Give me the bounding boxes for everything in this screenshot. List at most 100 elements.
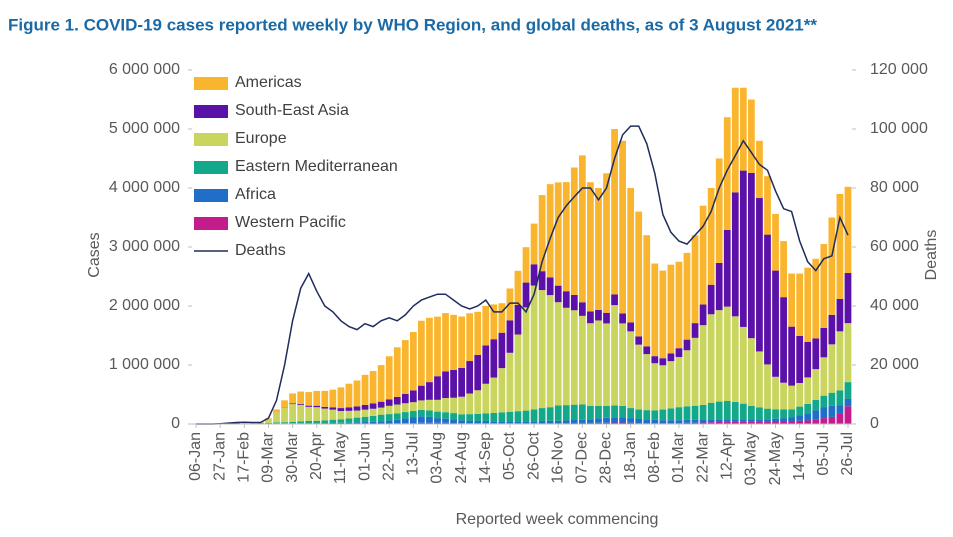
x-tick-label: 05-Oct xyxy=(501,431,518,480)
bar-segment xyxy=(474,420,482,424)
bar-segment xyxy=(627,422,635,424)
bar-segment xyxy=(353,380,361,407)
bar-segment xyxy=(731,419,739,422)
legend-swatch xyxy=(194,161,228,174)
bar-segment xyxy=(385,399,393,406)
bar-segment xyxy=(546,184,554,278)
bar-segment xyxy=(723,400,731,420)
bar-segment xyxy=(812,338,820,370)
bar-segment xyxy=(401,418,409,424)
bar-segment xyxy=(651,419,659,424)
bar-segment xyxy=(804,341,812,378)
bar-segment xyxy=(820,418,828,424)
bar-segment xyxy=(707,314,715,403)
bar-segment xyxy=(675,261,683,349)
y-tick-label: 2 000 000 xyxy=(109,297,180,314)
y2-tick-label: 20 000 xyxy=(870,356,919,373)
bar-segment xyxy=(699,205,707,305)
legend-label: Western Pacific xyxy=(235,214,346,231)
bar-segment xyxy=(377,401,385,408)
bar-segment xyxy=(748,99,755,173)
bar-segment xyxy=(482,345,490,384)
bar-segment xyxy=(723,306,731,401)
bar-segment xyxy=(812,369,820,400)
bar-segment xyxy=(627,418,635,423)
bar-segment xyxy=(361,409,369,417)
bar-segment xyxy=(353,417,361,423)
bar-segment xyxy=(820,327,828,358)
bar-segment xyxy=(764,364,771,409)
bar-segment xyxy=(418,400,425,410)
bar-segment xyxy=(498,421,506,424)
bar-segment xyxy=(434,411,441,419)
bar-segment xyxy=(627,331,635,409)
bar-segment xyxy=(699,325,707,405)
bar-segment xyxy=(748,338,755,407)
bar-segment xyxy=(329,407,337,410)
bar-segment xyxy=(715,158,723,263)
bar-segment xyxy=(756,140,763,199)
bar-segment xyxy=(635,344,643,410)
bar-segment xyxy=(828,217,836,315)
bar-segment xyxy=(450,397,457,414)
bar-segment xyxy=(514,334,522,412)
y-tick-label: 3 000 000 xyxy=(109,238,180,255)
bar-segment xyxy=(498,412,506,422)
bar-segment xyxy=(458,367,466,397)
bar-segment xyxy=(466,414,474,421)
bar-segment xyxy=(804,413,812,421)
bar-segment xyxy=(772,409,779,419)
bar-segment xyxy=(522,421,530,424)
bar-segment xyxy=(450,314,457,371)
bar-segment xyxy=(434,418,441,423)
bar-segment xyxy=(418,422,425,424)
bar-segment xyxy=(715,262,723,311)
bar-segment xyxy=(587,405,594,420)
bar-segment xyxy=(611,305,618,406)
bar-segment xyxy=(780,418,787,422)
bar-segment xyxy=(281,408,288,423)
deaths-line xyxy=(196,125,849,425)
bar-segment xyxy=(450,370,457,398)
bar-segment xyxy=(426,410,433,417)
bar-segment xyxy=(635,409,643,419)
bar-segment xyxy=(804,267,812,342)
bar-segment xyxy=(651,263,659,357)
bar-segment xyxy=(466,361,474,394)
bar-segment xyxy=(707,419,715,423)
bar-segment xyxy=(273,422,280,424)
bar-segment xyxy=(828,392,836,406)
bar-segment xyxy=(675,357,683,408)
bar-segment xyxy=(570,294,578,311)
bar-segment xyxy=(337,411,345,420)
bar-segment xyxy=(401,403,409,413)
bar-segment xyxy=(731,316,739,402)
bar-segment xyxy=(659,365,667,410)
bar-segment xyxy=(627,408,635,419)
bar-segment xyxy=(554,285,562,303)
bar-segment xyxy=(522,410,530,422)
bar-segment xyxy=(836,298,844,332)
bar-segment xyxy=(418,416,425,423)
bar-segment xyxy=(538,421,546,424)
bar-segment xyxy=(289,393,296,404)
legend-swatch xyxy=(194,133,228,146)
bar-segment xyxy=(820,395,828,408)
bar-segment xyxy=(780,382,787,410)
bar-segment xyxy=(836,193,844,299)
bar-segment xyxy=(329,389,337,408)
bar-segment xyxy=(369,371,377,404)
bar-segment xyxy=(756,419,763,422)
bar-segment xyxy=(651,410,659,420)
bar-segment xyxy=(482,413,490,421)
bar-segment xyxy=(675,348,683,358)
x-tick-label: 11-May xyxy=(332,432,349,484)
legend-label: South-East Asia xyxy=(235,102,349,119)
bar-segment xyxy=(546,420,554,424)
bar-segment xyxy=(329,422,337,424)
bar-segment xyxy=(313,407,321,421)
bar-segment xyxy=(466,393,474,415)
bar-segment xyxy=(707,402,715,420)
bar-segment xyxy=(796,382,804,407)
